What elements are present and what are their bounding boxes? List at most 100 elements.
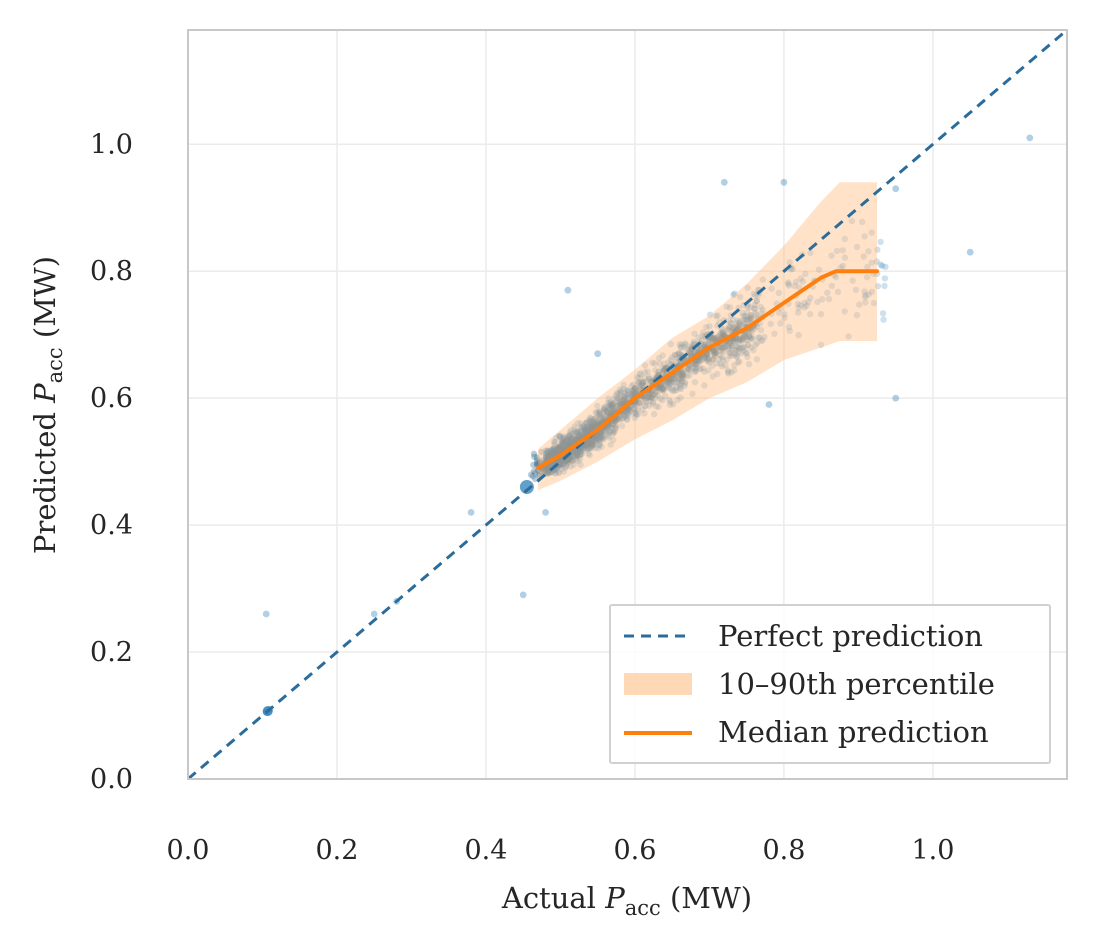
scatter-point — [588, 420, 596, 427]
scatter-point — [678, 341, 685, 348]
scatter-point — [729, 324, 736, 332]
scatter-point — [673, 384, 680, 391]
scatter-point — [572, 451, 580, 458]
scatter-point — [674, 378, 681, 385]
scatter-point — [567, 429, 574, 436]
scatter-point — [742, 333, 750, 341]
scatter-point — [732, 351, 739, 358]
scatter-point — [746, 316, 753, 323]
scatter-point — [635, 378, 643, 386]
scatter-point — [704, 357, 712, 364]
scatter-point — [536, 459, 543, 466]
scatter-point — [584, 418, 591, 425]
scatter-point — [556, 432, 564, 439]
scatter-point — [544, 464, 551, 471]
scatter-point — [759, 306, 766, 314]
scatter-point — [806, 311, 814, 318]
scatter-point — [586, 444, 593, 452]
scatter-point — [673, 358, 680, 365]
scatter-point — [647, 393, 654, 401]
scatter-point — [661, 381, 669, 388]
scatter-point — [570, 432, 578, 440]
scatter-point — [761, 333, 768, 341]
scatter-point — [589, 440, 596, 448]
scatter-point — [619, 415, 627, 422]
scatter-point — [584, 439, 592, 447]
scatter-point — [552, 470, 559, 477]
scatter-point — [554, 448, 561, 455]
scatter-point — [727, 319, 734, 327]
scatter-point — [681, 382, 688, 389]
scatter-point — [713, 335, 720, 342]
scatter-point — [581, 425, 588, 433]
scatter-point — [568, 436, 576, 443]
scatter-point — [590, 438, 597, 445]
scatter-point — [582, 427, 589, 434]
scatter-point — [597, 408, 604, 415]
scatter-point — [880, 316, 887, 323]
scatter-point — [576, 455, 584, 463]
scatter-point — [555, 444, 562, 451]
scatter-point — [668, 375, 675, 382]
scatter-point — [750, 305, 758, 312]
scatter-point — [731, 367, 738, 374]
scatter-point — [632, 384, 639, 392]
scatter-point — [567, 437, 574, 445]
scatter-point — [642, 398, 650, 405]
scatter-point — [544, 464, 551, 471]
scatter-point — [571, 429, 578, 437]
scatter-point — [566, 455, 574, 462]
legend-band-swatch — [624, 673, 692, 695]
scatter-point — [692, 365, 699, 372]
scatter-point — [542, 455, 550, 462]
scatter-point — [724, 326, 732, 334]
scatter-point — [736, 335, 743, 342]
scatter-point — [624, 388, 632, 395]
scatter-point — [598, 443, 605, 450]
scatter-point — [566, 440, 574, 447]
scatter-point — [593, 435, 600, 443]
scatter-point — [661, 392, 669, 400]
scatter-point — [578, 424, 585, 431]
scatter-point — [543, 450, 551, 457]
scatter-point — [682, 341, 690, 348]
scatter-point — [596, 410, 603, 417]
scatter-point — [860, 253, 867, 260]
scatter-point — [560, 434, 567, 441]
scatter-point — [681, 379, 689, 386]
scatter-point — [547, 448, 554, 455]
scatter-point — [750, 290, 757, 297]
scatter-point — [728, 342, 736, 349]
scatter-point — [641, 369, 649, 376]
scatter-point — [556, 445, 563, 453]
scatter-point — [781, 314, 788, 321]
scatter-point — [747, 313, 755, 320]
scatter-point — [542, 454, 550, 461]
scatter-point — [725, 346, 733, 354]
scatter-point — [594, 435, 601, 442]
scatter-point — [623, 412, 630, 419]
scatter-point — [571, 448, 578, 456]
scatter-point — [708, 334, 715, 342]
scatter-point — [584, 446, 591, 453]
scatter-point — [689, 390, 696, 398]
scatter-point — [620, 381, 627, 389]
scatter-point — [551, 438, 559, 445]
scatter-point — [710, 356, 717, 363]
scatter-point — [714, 370, 721, 378]
scatter-point — [644, 368, 651, 375]
scatter-point — [558, 440, 566, 447]
scatter-point — [587, 439, 594, 447]
scatter-point — [583, 426, 590, 433]
scatter-point — [734, 344, 741, 351]
scatter-point — [608, 421, 616, 428]
scatter-point — [768, 285, 775, 292]
scatter-point — [589, 421, 597, 428]
median-prediction-layer — [536, 269, 879, 470]
scatter-point — [747, 344, 755, 351]
scatter-point — [680, 367, 688, 374]
scatter-point — [802, 270, 809, 278]
scatter-point — [805, 298, 812, 306]
scatter-point — [641, 402, 648, 410]
